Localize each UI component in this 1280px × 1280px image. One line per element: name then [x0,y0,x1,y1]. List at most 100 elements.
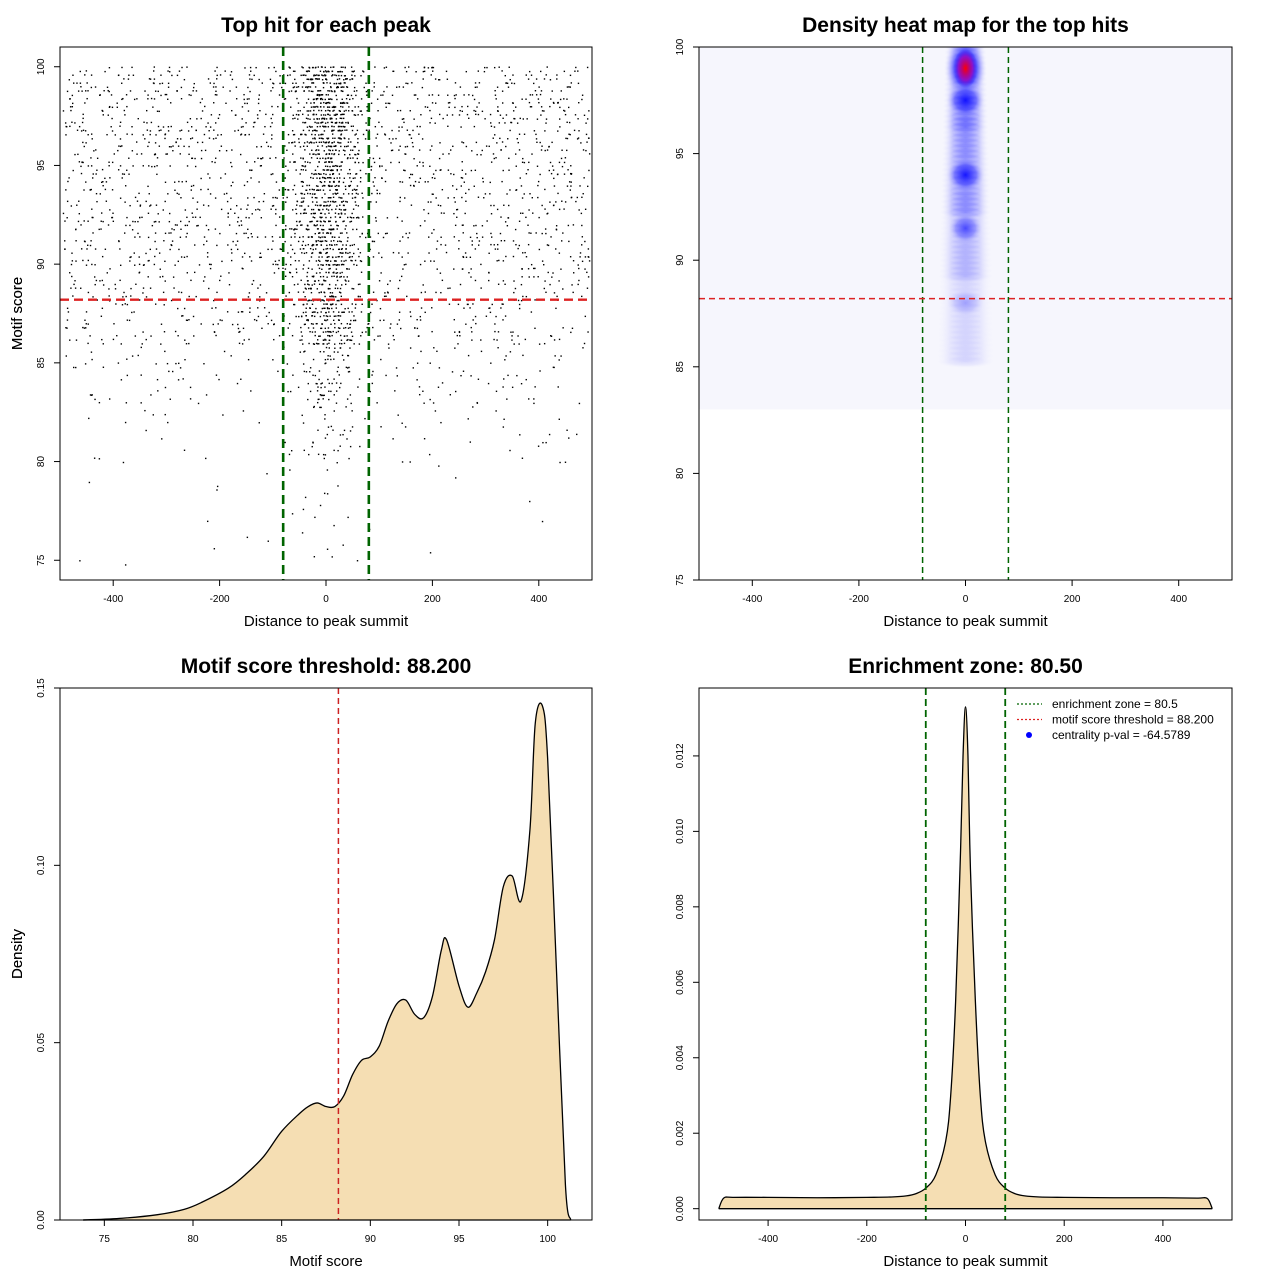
scatter-point [341,284,343,286]
scatter-point [354,75,356,77]
scatter-point [209,82,212,84]
scatter-point [65,189,67,191]
scatter-point [361,303,363,305]
scatter-point [431,145,433,147]
scatter-point [325,339,327,341]
scatter-point [530,263,533,266]
scatter-point [338,264,340,266]
scatter-point [339,110,341,112]
scatter-point [321,216,323,219]
scatter-point [528,398,530,400]
scatter-point [346,157,349,160]
scatter-point [570,181,572,183]
scatter-point [525,256,528,258]
scatter-point [310,299,312,302]
scatter-point [582,347,584,349]
scatter-point [203,133,206,136]
scatter-point [323,70,325,73]
scatter-point [354,307,357,309]
scatter-point [186,216,188,219]
scatter-point [109,209,111,211]
scatter-point [331,334,333,337]
scatter-point [277,263,279,266]
scatter-point [337,86,339,89]
scatter-point [231,323,234,326]
scatter-point [312,82,315,84]
scatter-point [576,196,579,199]
scatter-point [84,363,87,365]
scatter-point [306,275,308,278]
scatter-point [432,70,434,72]
scatter-point [123,232,126,234]
scatter-point [323,291,325,293]
scatter-point [324,70,327,72]
scatter-point [186,224,189,227]
scatter-point [468,94,470,96]
scatter-point [319,315,322,318]
scatter-point [352,149,354,151]
scatter-point [154,142,157,144]
scatter-point [294,259,297,262]
scatter-point [335,145,337,147]
scatter-point [150,335,152,337]
scatter-point [329,197,331,199]
scatter-point [184,358,186,361]
scatter-point [340,303,343,306]
scatter-point [305,307,307,309]
scatter-point [428,236,430,238]
scatter-point [340,74,343,77]
scatter-point [398,130,400,132]
scatter-point [192,184,195,187]
scatter-point [429,398,431,401]
scatter-point [310,291,313,294]
scatter-point [167,98,169,100]
scatter-point [324,319,326,321]
scatter-point [350,141,352,143]
scatter-point [320,173,322,175]
scatter-point [322,398,324,400]
scatter-point [292,118,294,120]
scatter-point [355,173,358,175]
scatter-point [164,93,167,96]
scatter-point [121,304,124,306]
scatter-point [316,74,318,76]
scatter-point [375,137,377,139]
scatter-point [70,109,72,112]
scatter-point [359,110,362,112]
scatter-point [227,244,229,246]
scatter-point [545,122,547,124]
scatter-point [350,180,352,183]
scatter-point [285,295,287,297]
scatter-point [340,165,342,167]
scatter-point [240,378,242,380]
scatter-point [315,98,318,101]
scatter-point [90,351,93,353]
scatter-point [428,453,431,456]
scatter-point [332,173,334,176]
scatter-point [312,137,314,140]
scatter-point [258,98,260,100]
scatter-point [515,189,517,191]
scatter-point [176,138,179,140]
scatter-point [390,142,392,144]
scatter-point [304,122,306,124]
x-axis-label: Motif score [289,1253,362,1270]
scatter-point [539,370,541,372]
scatter-point [361,233,363,235]
scatter-point [517,335,519,337]
scatter-point [319,94,321,97]
scatter-point [488,279,490,282]
scatter-point [347,236,349,239]
scatter-point [401,256,403,258]
scatter-point [336,205,338,207]
scatter-point [483,197,485,199]
scatter-point [297,386,300,389]
scatter-point [94,86,97,88]
scatter-point [357,193,359,195]
scatter-point [299,205,301,207]
scatter-point [407,252,409,254]
scatter-point [356,560,359,562]
scatter-point [206,240,208,242]
scatter-point [551,141,553,144]
scatter-point [555,201,557,203]
